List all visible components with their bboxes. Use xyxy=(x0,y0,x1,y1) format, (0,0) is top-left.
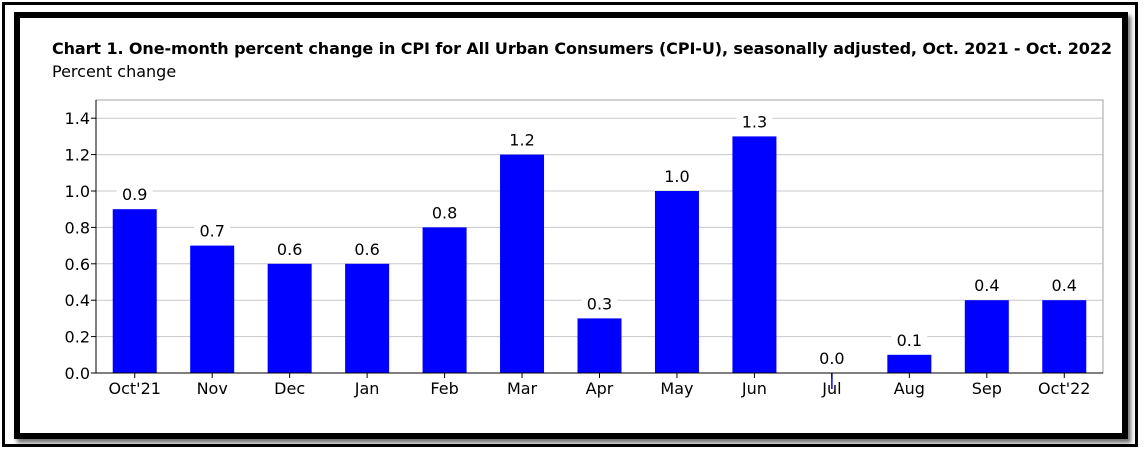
bar xyxy=(423,227,467,373)
x-tick-label: Jul xyxy=(821,379,841,398)
bar xyxy=(268,264,312,373)
data-label: 0.3 xyxy=(587,294,612,313)
bar xyxy=(345,264,389,373)
data-label: 0.1 xyxy=(897,331,922,350)
y-tick-label: 0.8 xyxy=(65,218,90,237)
x-tick-label: May xyxy=(660,379,693,398)
x-tick-label: Nov xyxy=(197,379,228,398)
data-label: 0.4 xyxy=(1052,276,1077,295)
bar xyxy=(965,300,1009,373)
data-label: 0.7 xyxy=(199,222,224,241)
y-tick-label: 1.2 xyxy=(65,146,90,165)
bar xyxy=(578,318,622,373)
data-label: 1.3 xyxy=(742,112,767,131)
y-tick-label: 0.2 xyxy=(65,328,90,347)
x-tick-label: Oct'22 xyxy=(1038,379,1090,398)
bar xyxy=(113,209,157,373)
x-tick-label: Oct'21 xyxy=(109,379,161,398)
bar xyxy=(500,155,544,373)
x-tick-label: Jan xyxy=(354,379,380,398)
y-tick-label: 0.0 xyxy=(65,364,90,383)
x-tick-label: Mar xyxy=(507,379,538,398)
data-label: 0.6 xyxy=(277,240,302,259)
bar xyxy=(190,246,234,373)
y-tick-label: 1.0 xyxy=(65,182,90,201)
data-label: 0.9 xyxy=(122,185,147,204)
y-tick-label: 0.4 xyxy=(65,291,90,310)
x-tick-label: Sep xyxy=(972,379,1002,398)
bar xyxy=(887,355,931,373)
bar xyxy=(655,191,699,373)
bar xyxy=(732,136,776,373)
x-tick-label: Jun xyxy=(741,379,767,398)
x-tick-label: Aug xyxy=(894,379,925,398)
data-label: 0.8 xyxy=(432,203,457,222)
data-label: 1.2 xyxy=(509,131,534,150)
bars xyxy=(113,136,1087,389)
data-label: 1.0 xyxy=(664,167,689,186)
y-tick-label: 0.6 xyxy=(65,255,90,274)
bar xyxy=(1042,300,1086,373)
y-tick-label: 1.4 xyxy=(65,109,90,128)
x-tick-label: Feb xyxy=(430,379,458,398)
data-label: 0.0 xyxy=(819,349,844,368)
x-tick-label: Apr xyxy=(586,379,614,398)
x-tick-label: Dec xyxy=(274,379,305,398)
data-label: 0.6 xyxy=(354,240,379,259)
data-label: 0.4 xyxy=(974,276,999,295)
